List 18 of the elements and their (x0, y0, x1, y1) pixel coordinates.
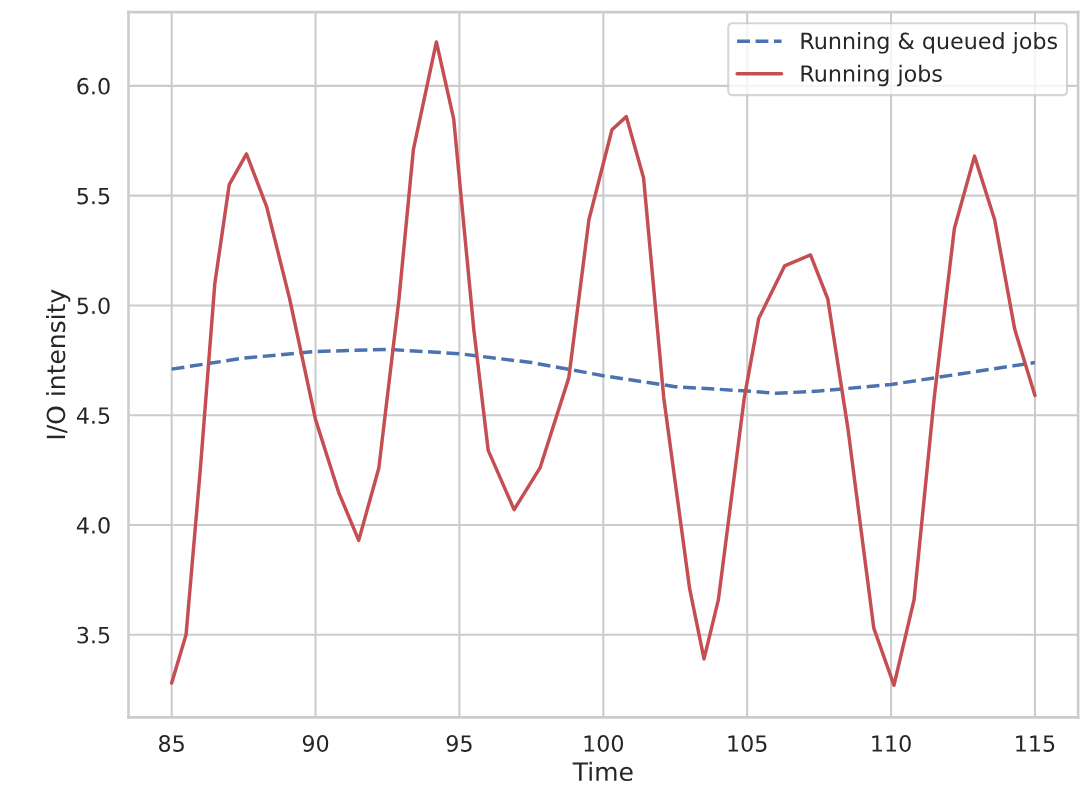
x-tick-label: 95 (446, 735, 472, 752)
line-series (169, 347, 1037, 395)
x-tick-label: 90 (302, 735, 329, 752)
y-tick-label: 6.0 (77, 77, 110, 95)
x-tick-label: 85 (159, 735, 184, 752)
y-tick-label: 4.5 (76, 407, 110, 424)
y-tick-label: 4.0 (76, 516, 110, 534)
x-tick-label: 105 (728, 735, 767, 752)
y-tick-label: 3.5 (77, 626, 110, 644)
x-tick-label: 100 (584, 735, 624, 752)
y-axis-title: I/O intensity (46, 289, 71, 439)
y-tick-label: 5.5 (77, 187, 110, 205)
x-axis-title: Time (572, 761, 633, 782)
x-tick-label: 110 (872, 735, 911, 752)
legend-label: Running & queued jobs (801, 32, 1058, 54)
legend-label: Running jobs (801, 64, 942, 87)
x-tick-label: 115 (1016, 735, 1055, 752)
y-tick-label: 5.0 (77, 297, 110, 315)
